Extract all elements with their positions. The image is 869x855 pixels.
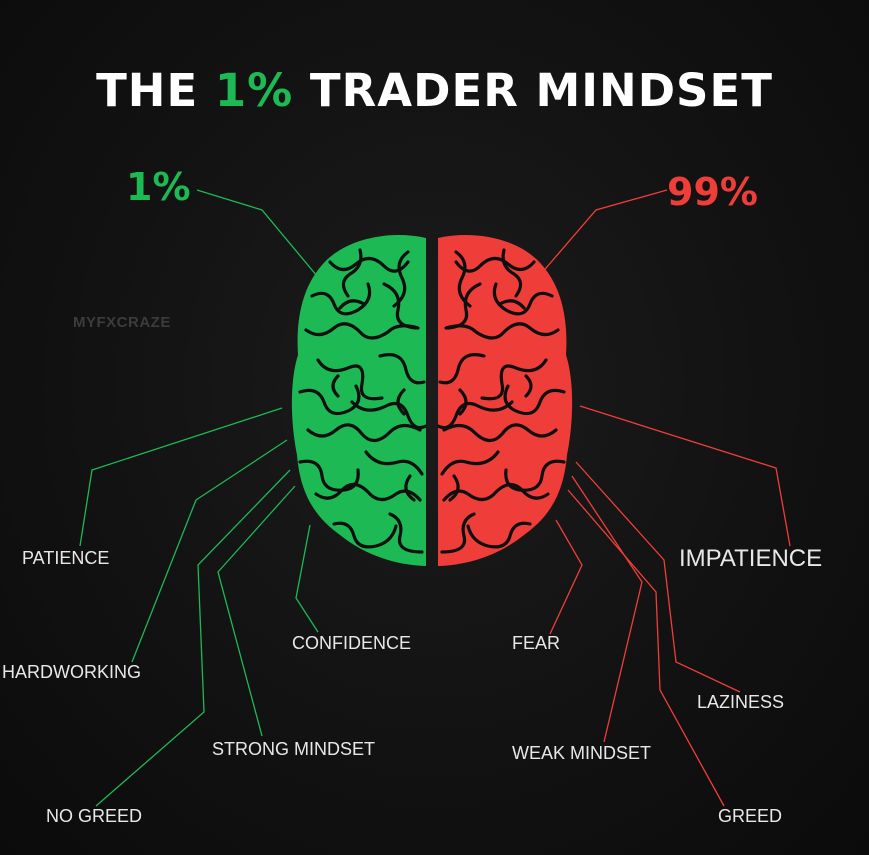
left-hemisphere (291, 235, 426, 567)
connector-fear (549, 519, 583, 635)
trait-impatience: IMPATIENCE (679, 545, 823, 572)
right-connectors (539, 189, 791, 807)
title-prefix: THE (96, 64, 215, 117)
trait-laziness: LAZINESS (697, 692, 785, 712)
title-suffix: TRADER MINDSET (293, 64, 773, 117)
trait-strong-mindset: STRONG MINDSET (212, 739, 376, 759)
connector-strong-mindset (217, 485, 296, 737)
brain-icon (291, 235, 573, 567)
connector-patience (79, 407, 283, 547)
connector-confidence (295, 524, 319, 633)
right-hemisphere (438, 235, 573, 567)
watermark: MYFXCRAZE (73, 314, 171, 331)
connector-greed (567, 489, 725, 807)
connector-1pct (196, 189, 323, 283)
trait-weak-mindset: WEAK MINDSET (512, 743, 652, 763)
trait-hardworking: HARDWORKING (2, 662, 141, 682)
title-accent: 1% (214, 64, 294, 117)
page-title: THE 1% TRADER MINDSET (0, 64, 869, 117)
right-percent: 99% (667, 170, 758, 214)
trait-no-greed: NO GREED (46, 806, 143, 826)
connector-no-greed (95, 469, 291, 807)
connector-hardworking (131, 439, 288, 663)
trait-greed: GREED (718, 806, 783, 826)
left-percent: 1% (126, 165, 191, 209)
trait-confidence: CONFIDENCE (292, 633, 412, 653)
left-connectors (79, 189, 323, 807)
connector-laziness (575, 461, 741, 693)
connector-weak-mindset (571, 475, 643, 743)
trait-fear: FEAR (512, 633, 561, 653)
connector-99pct (539, 189, 668, 276)
trait-patience: PATIENCE (22, 548, 110, 568)
connector-impatience (579, 405, 791, 547)
